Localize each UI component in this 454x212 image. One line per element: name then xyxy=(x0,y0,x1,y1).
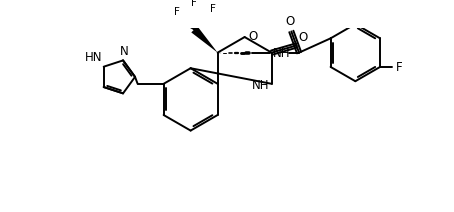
Text: F: F xyxy=(210,4,216,14)
Polygon shape xyxy=(191,26,217,53)
Text: O: O xyxy=(298,31,307,44)
Text: F: F xyxy=(174,7,180,17)
Text: O: O xyxy=(248,30,257,43)
Text: N: N xyxy=(119,45,128,58)
Text: F: F xyxy=(396,61,402,74)
Text: F: F xyxy=(192,0,197,8)
Text: NH: NH xyxy=(252,79,269,92)
Text: NH: NH xyxy=(273,47,291,60)
Text: O: O xyxy=(286,15,295,28)
Text: HN: HN xyxy=(84,51,102,64)
